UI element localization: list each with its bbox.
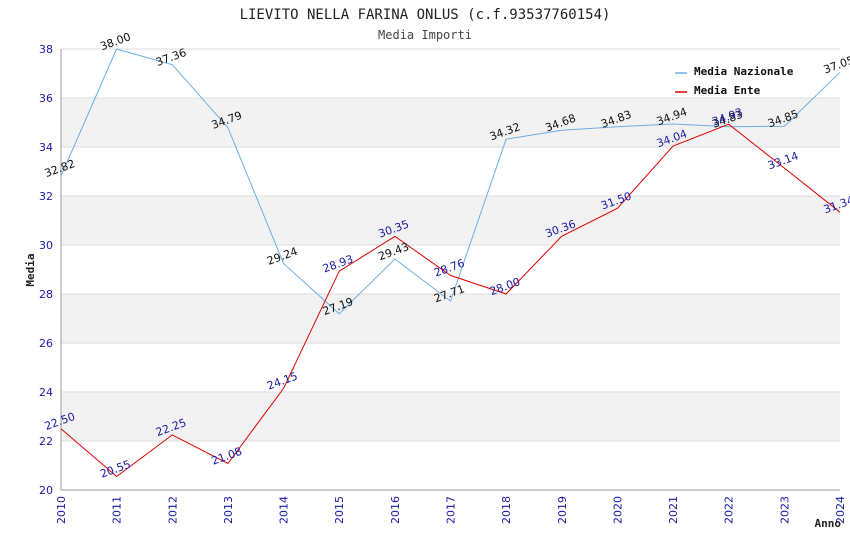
y-tick-label: 32 [39, 190, 53, 203]
x-tick-label: 2015 [333, 496, 346, 524]
y-tick-label: 20 [39, 484, 53, 497]
legend-label-media-nazionale: Media Nazionale [694, 65, 794, 78]
data-label: 37.05 [822, 53, 850, 76]
data-label: 29.24 [265, 245, 299, 268]
x-axis-ticks: 2010 2011 2012 2013 2014 2015 2016 2017 2018 2019… [55, 496, 847, 524]
data-label: 20.55 [98, 458, 132, 481]
axes [60, 49, 840, 491]
grid-band [61, 196, 840, 245]
data-label: 32.82 [43, 157, 77, 180]
y-axis-ticks: 20 22 24 26 28 30 32 34 36 38 [39, 43, 53, 497]
x-tick-label: 2022 [723, 496, 736, 524]
chart-subtitle: Media Importi [378, 28, 472, 42]
y-tick-label: 28 [39, 288, 53, 301]
y-axis-label: Media [24, 253, 37, 286]
grid-band [61, 392, 840, 441]
data-label: 28.93 [321, 252, 355, 275]
legend: Media Nazionale Media Ente [675, 65, 794, 97]
x-tick-label: 2017 [445, 496, 458, 524]
x-tick-label: 2020 [611, 496, 624, 524]
y-tick-label: 26 [39, 337, 53, 350]
x-tick-label: 2014 [278, 496, 291, 524]
x-tick-label: 2021 [667, 496, 680, 524]
x-tick-label: 2016 [389, 496, 402, 524]
y-tick-label: 22 [39, 435, 53, 448]
y-tick-label: 34 [39, 141, 53, 154]
grid-band [61, 294, 840, 343]
y-tick-label: 24 [39, 386, 53, 399]
x-tick-label: 2019 [556, 496, 569, 524]
x-axis-label: Anno [815, 517, 842, 530]
series-line-media-nazionale [60, 48, 841, 315]
chart-title: LIEVITO NELLA FARINA ONLUS (c.f.93537760… [240, 7, 611, 23]
x-tick-label: 2018 [500, 496, 513, 524]
legend-label-media-ente: Media Ente [694, 84, 761, 97]
data-label: 38.00 [98, 30, 132, 53]
x-tick-label: 2012 [166, 496, 179, 524]
x-tick-label: 2024 [834, 496, 847, 524]
y-tick-label: 36 [39, 92, 53, 105]
y-tick-label: 38 [39, 43, 53, 56]
y-tick-label: 30 [39, 239, 53, 252]
x-tick-label: 2023 [778, 496, 791, 524]
x-tick-label: 2011 [111, 496, 124, 524]
plot-background [61, 98, 840, 441]
series-line-media-ente [60, 123, 841, 478]
data-label: 28.76 [432, 257, 466, 280]
grid-band [61, 98, 840, 147]
data-label: 33.14 [766, 149, 800, 172]
x-tick-label: 2010 [55, 496, 68, 524]
x-tick-label: 2013 [222, 496, 235, 524]
data-label: 21.08 [210, 445, 244, 468]
series-lines [60, 48, 841, 478]
data-label: 24.15 [265, 370, 299, 393]
